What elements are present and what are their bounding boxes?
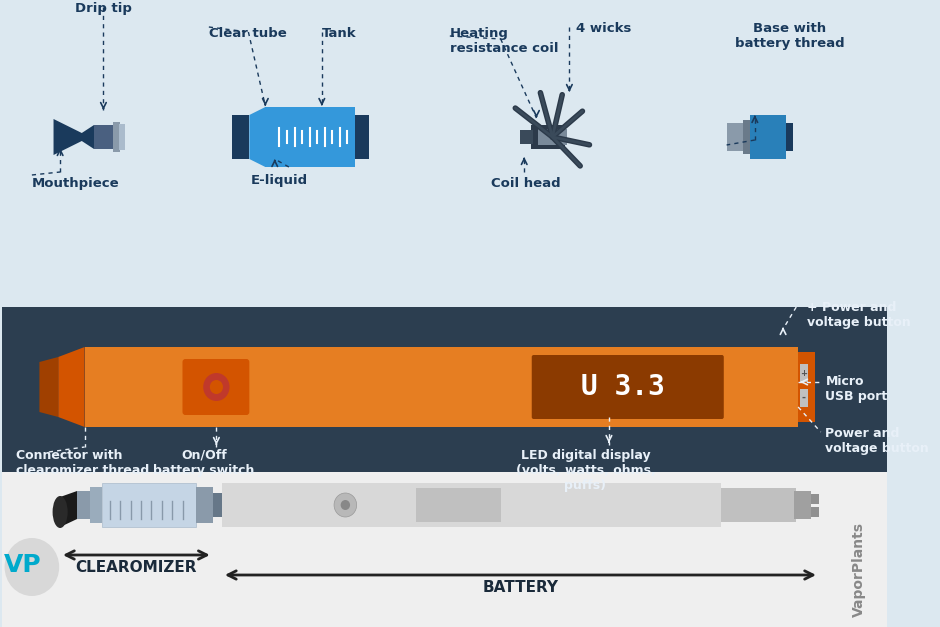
Bar (811, 507, 819, 517)
Text: Base with
battery thread: Base with battery thread (735, 22, 844, 50)
Text: -: - (802, 393, 806, 403)
Bar (2, 475, 886, 627)
Polygon shape (249, 107, 265, 167)
Polygon shape (94, 125, 115, 149)
Text: VP: VP (4, 553, 41, 577)
Bar (102, 483, 196, 527)
Text: LED digital display
(volts, watts, ohms,
puffs): LED digital display (volts, watts, ohms,… (515, 449, 655, 492)
Bar (119, 124, 125, 150)
Bar (750, 115, 786, 159)
Bar (90, 487, 102, 523)
Bar (811, 494, 819, 504)
Text: BATTERY: BATTERY (482, 579, 558, 594)
Bar (77, 491, 90, 519)
Text: Power and
voltage button: Power and voltage button (825, 427, 929, 455)
Bar (800, 364, 807, 382)
Circle shape (334, 493, 356, 517)
Bar (196, 487, 212, 523)
Bar (416, 488, 501, 522)
FancyBboxPatch shape (2, 472, 886, 627)
Text: + Power and
voltage button: + Power and voltage button (807, 301, 910, 329)
Bar (113, 122, 120, 152)
Bar (531, 125, 565, 149)
Bar (800, 389, 807, 407)
Text: On/Off
battery switch: On/Off battery switch (153, 449, 255, 477)
Text: Tank: Tank (321, 27, 356, 40)
Text: Clear tube: Clear tube (209, 27, 287, 40)
Bar (786, 123, 793, 151)
Text: Mouthpiece: Mouthpiece (32, 177, 119, 190)
Bar (354, 115, 368, 159)
Bar (232, 115, 249, 159)
Text: Coil head: Coil head (492, 177, 561, 190)
FancyBboxPatch shape (2, 0, 886, 317)
Circle shape (340, 500, 350, 510)
FancyBboxPatch shape (182, 359, 249, 415)
Bar (743, 120, 750, 154)
Text: U 3.3: U 3.3 (581, 373, 665, 401)
Bar (721, 488, 796, 522)
Polygon shape (39, 357, 58, 417)
Ellipse shape (53, 496, 68, 528)
FancyBboxPatch shape (445, 307, 886, 397)
Text: CLEAROMIZER: CLEAROMIZER (75, 559, 197, 574)
Text: VaporPlants: VaporPlants (852, 522, 866, 617)
Bar (85, 347, 798, 427)
Ellipse shape (5, 538, 59, 596)
Circle shape (203, 373, 229, 401)
Polygon shape (58, 347, 85, 427)
Bar (794, 491, 811, 519)
Bar (222, 483, 721, 527)
Bar (212, 493, 222, 517)
Text: +: + (800, 369, 807, 377)
Bar (520, 130, 533, 144)
Bar (798, 352, 815, 422)
Polygon shape (54, 119, 94, 155)
Text: Heating
resistance coil: Heating resistance coil (450, 27, 558, 55)
Bar (727, 123, 744, 151)
Text: Connector with
clearomizer thread: Connector with clearomizer thread (16, 449, 149, 477)
FancyBboxPatch shape (2, 307, 886, 477)
Bar (539, 129, 567, 145)
Bar (265, 107, 354, 167)
Text: 4 wicks: 4 wicks (576, 22, 632, 35)
Text: Drip tip: Drip tip (75, 2, 132, 15)
Text: E-liquid: E-liquid (251, 174, 308, 187)
Text: Micro
USB port: Micro USB port (825, 375, 887, 403)
Polygon shape (60, 491, 77, 527)
Circle shape (210, 380, 223, 394)
FancyBboxPatch shape (532, 355, 724, 419)
